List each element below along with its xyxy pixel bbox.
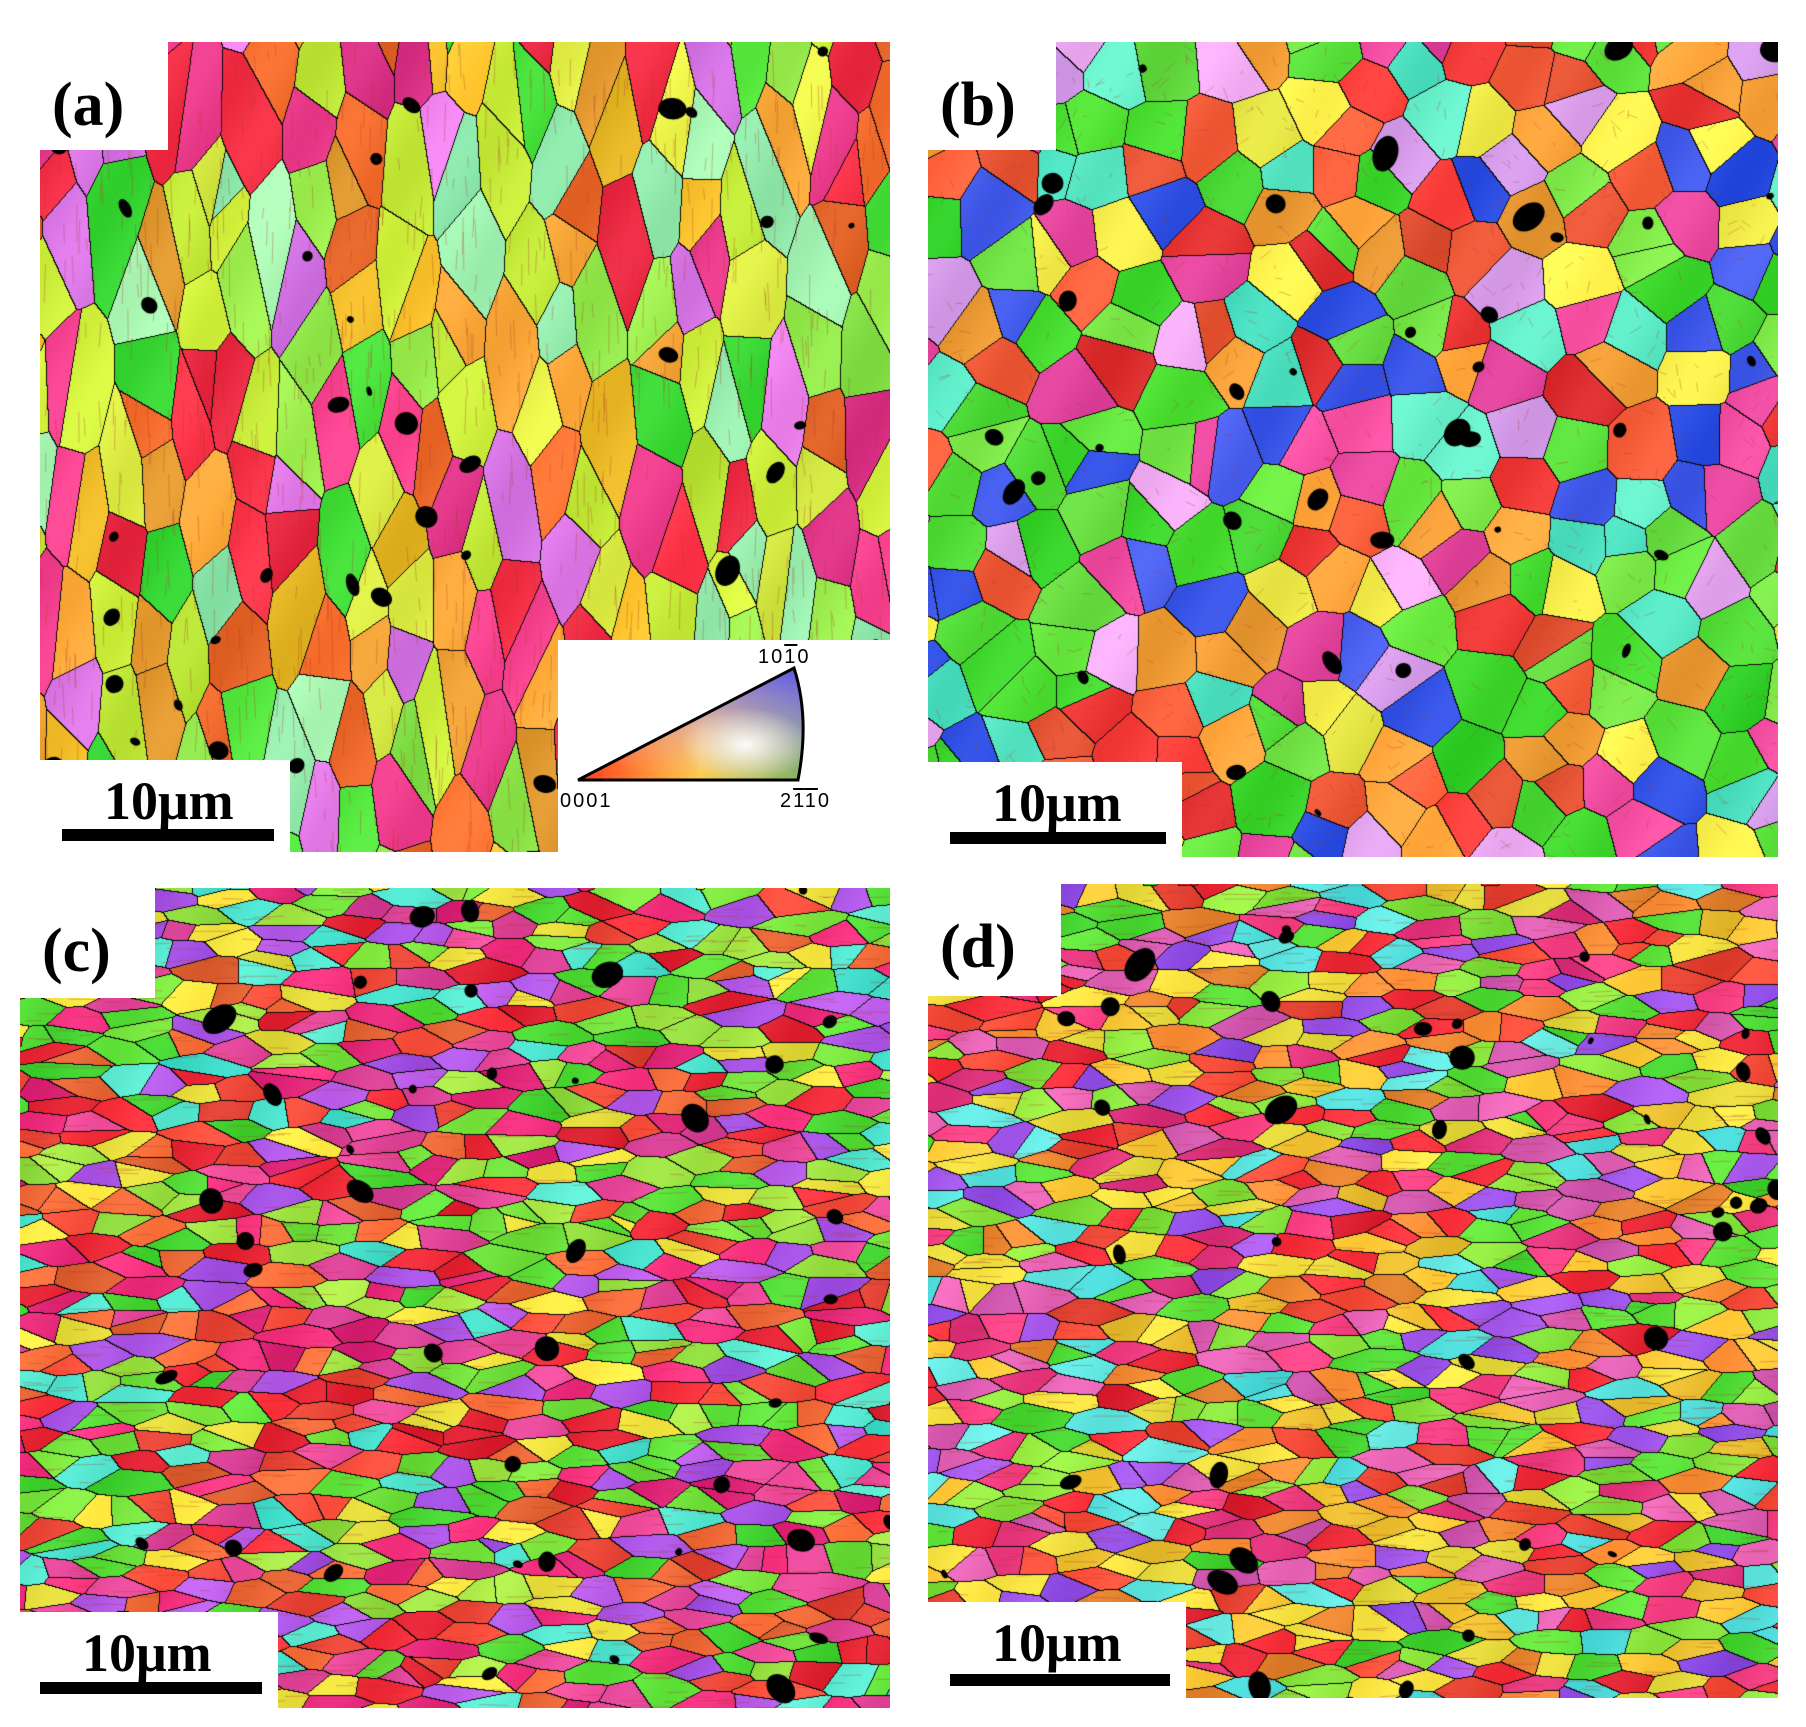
panel-d: (d) 10μm (928, 884, 1778, 1698)
label-box-a (40, 42, 168, 150)
panel-a: (a) 10μm (40, 42, 890, 852)
scale-bar-c (40, 1682, 262, 1694)
scale-bar-a (62, 829, 274, 841)
scale-text-d: 10μm (992, 1613, 1122, 1673)
ipf-triangle-outline (577, 665, 805, 782)
scale-bar-b (950, 832, 1166, 844)
legend-label-top: 1010 (758, 646, 811, 668)
legend-label-right: 2110 (780, 790, 832, 812)
panel-label-a: (a) (52, 71, 125, 139)
panel-label-c: (c) (42, 917, 111, 985)
scale-text-c: 10μm (82, 1623, 212, 1683)
ebsd-map-c (20, 888, 890, 1708)
label-box-b (928, 42, 1056, 150)
panel-b: (b) 10μm (928, 42, 1778, 857)
legend-box: 1010 0001 2110 (558, 640, 890, 852)
scale-bar-d (950, 1674, 1170, 1686)
ebsd-map-d (928, 884, 1778, 1698)
ebsd-map-b (928, 42, 1778, 857)
label-box-d (928, 884, 1061, 996)
panel-label-d: (d) (940, 913, 1016, 981)
scale-text-a: 10μm (104, 771, 234, 831)
scale-text-b: 10μm (992, 773, 1122, 833)
label-box-c (20, 888, 155, 998)
panel-label-b: (b) (940, 71, 1016, 139)
legend-label-left: 0001 (560, 790, 613, 812)
ipf-triangle-legend (577, 665, 805, 782)
panel-c: (c) 10μm (20, 888, 890, 1708)
